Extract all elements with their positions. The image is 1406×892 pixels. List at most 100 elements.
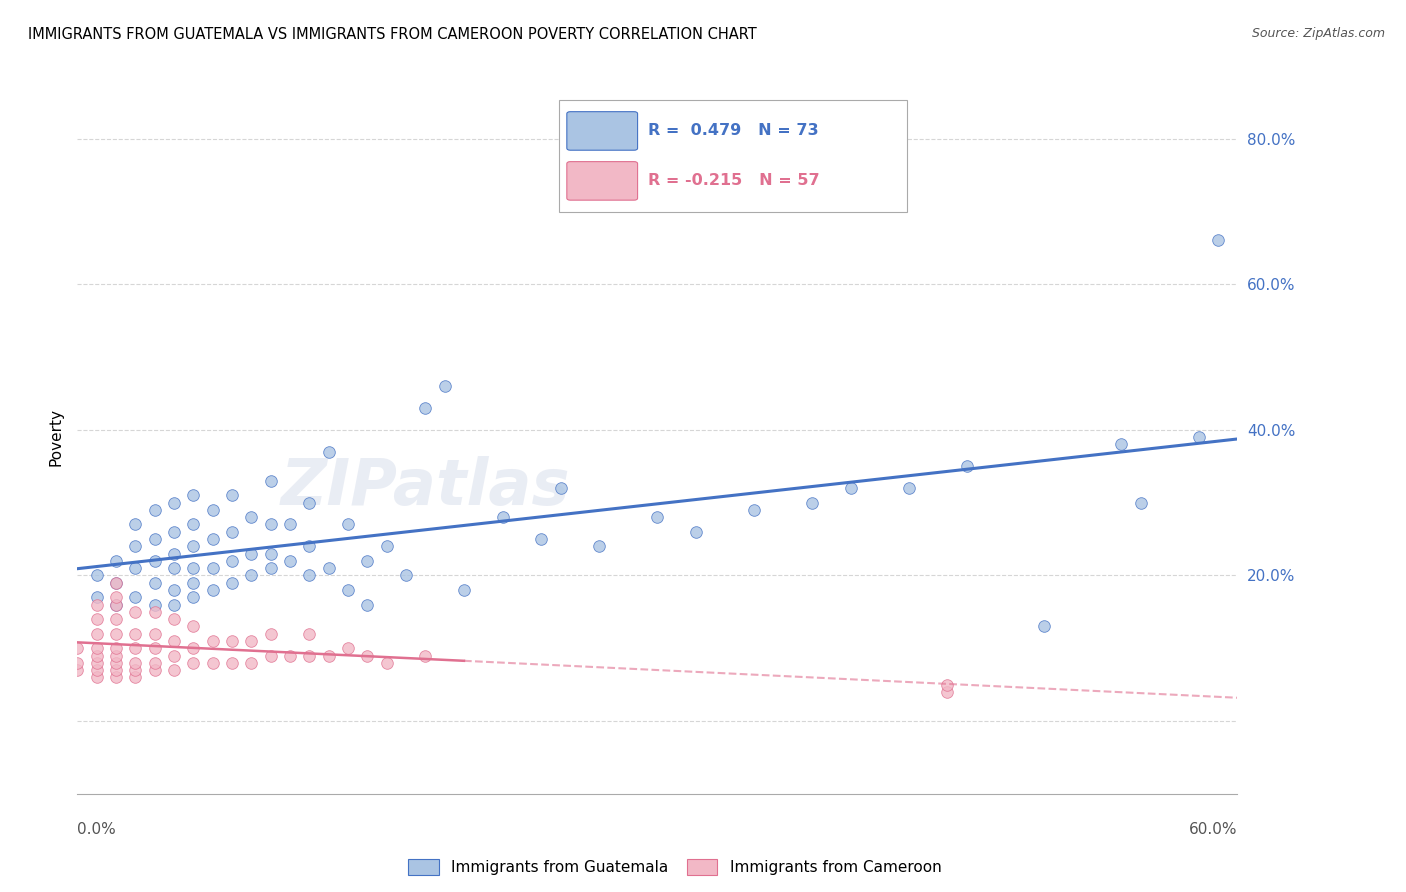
Point <box>143 575 166 590</box>
FancyBboxPatch shape <box>567 112 637 150</box>
Point <box>124 591 146 605</box>
Text: Source: ZipAtlas.com: Source: ZipAtlas.com <box>1251 27 1385 40</box>
Point <box>201 532 224 546</box>
Point <box>298 495 321 509</box>
Point <box>298 539 321 553</box>
Point <box>183 591 205 605</box>
Point <box>124 641 146 656</box>
Point <box>453 582 475 597</box>
Legend: Immigrants from Guatemala, Immigrants from Cameroon: Immigrants from Guatemala, Immigrants fr… <box>404 855 946 880</box>
Point <box>240 547 263 561</box>
Point <box>86 670 108 684</box>
Point <box>356 648 378 663</box>
Point <box>240 656 263 670</box>
Point <box>278 517 301 532</box>
Point <box>221 488 243 502</box>
Point <box>375 656 398 670</box>
Point <box>66 641 89 656</box>
Point <box>105 598 127 612</box>
Point <box>105 641 127 656</box>
FancyBboxPatch shape <box>558 100 907 212</box>
Point <box>588 539 610 553</box>
Point <box>86 598 108 612</box>
Point <box>356 554 378 568</box>
Point <box>124 656 146 670</box>
Point <box>163 612 186 626</box>
Point <box>801 495 824 509</box>
Point <box>395 568 418 582</box>
Point <box>143 656 166 670</box>
Point <box>1033 619 1056 633</box>
Point <box>742 503 765 517</box>
Point <box>298 626 321 640</box>
Point <box>318 561 340 575</box>
Point <box>105 656 127 670</box>
Point <box>143 663 166 677</box>
Point <box>240 510 263 524</box>
Point <box>86 612 108 626</box>
Point <box>105 612 127 626</box>
Point <box>183 488 205 502</box>
Point <box>260 648 283 663</box>
Point <box>201 503 224 517</box>
Point <box>201 634 224 648</box>
Point <box>143 554 166 568</box>
Point <box>183 641 205 656</box>
Point <box>105 663 127 677</box>
Point <box>143 626 166 640</box>
Point <box>1187 430 1209 444</box>
Point <box>163 582 186 597</box>
Point <box>240 634 263 648</box>
Point <box>201 656 224 670</box>
Point <box>143 532 166 546</box>
Point <box>163 561 186 575</box>
Point <box>897 481 920 495</box>
Point <box>163 598 186 612</box>
Point <box>105 598 127 612</box>
Point <box>647 510 669 524</box>
Point <box>163 495 186 509</box>
Point <box>105 591 127 605</box>
Point <box>530 532 553 546</box>
Point <box>124 663 146 677</box>
Point <box>143 598 166 612</box>
Point <box>337 641 360 656</box>
Point <box>337 582 360 597</box>
Point <box>143 503 166 517</box>
Point <box>298 648 321 663</box>
Point <box>86 641 108 656</box>
Point <box>278 554 301 568</box>
Point <box>298 568 321 582</box>
Point <box>183 539 205 553</box>
Point <box>183 561 205 575</box>
Point <box>1206 234 1229 248</box>
Point <box>260 517 283 532</box>
Point <box>163 634 186 648</box>
Point <box>183 619 205 633</box>
Point <box>936 685 959 699</box>
Point <box>86 568 108 582</box>
Point <box>124 517 146 532</box>
Point <box>260 547 283 561</box>
Point <box>318 648 340 663</box>
Point <box>375 539 398 553</box>
Point <box>240 568 263 582</box>
Point <box>105 626 127 640</box>
Point <box>163 648 186 663</box>
Point <box>1129 495 1152 509</box>
Point <box>86 648 108 663</box>
Point <box>66 663 89 677</box>
Text: 60.0%: 60.0% <box>1189 822 1237 837</box>
Point <box>183 517 205 532</box>
Point <box>413 648 436 663</box>
Point <box>1111 437 1133 451</box>
Point <box>163 663 186 677</box>
Text: R =  0.479   N = 73: R = 0.479 N = 73 <box>648 123 818 137</box>
Point <box>143 605 166 619</box>
Point <box>163 547 186 561</box>
Point <box>221 554 243 568</box>
Point <box>66 656 89 670</box>
Point <box>201 582 224 597</box>
Point <box>936 678 959 692</box>
Point <box>318 444 340 458</box>
